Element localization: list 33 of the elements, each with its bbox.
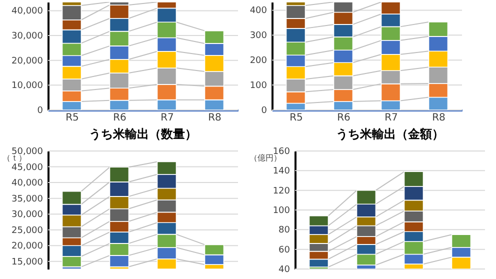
- y-tick-label: 40,000: [12, 178, 44, 189]
- y-tick-label: 300: [250, 31, 268, 42]
- x-tick-label: R8: [432, 112, 446, 124]
- y-tick-label: 0: [37, 106, 44, 116]
- y-tick-label: 15,000: [12, 257, 44, 268]
- x-tick-label: R5: [66, 112, 79, 124]
- y-tick-label: 200: [250, 56, 268, 66]
- x-tick-label: R5: [290, 112, 303, 124]
- y-tick-label: 30,000: [12, 210, 44, 220]
- chart-title: うち米輸出（金額）: [336, 127, 444, 141]
- y-tick-label: 120: [272, 186, 290, 196]
- y-tick-label: 10,000: [12, 81, 44, 92]
- x-tick-label: R6: [113, 112, 126, 124]
- y-tick-label: 20,000: [12, 56, 44, 66]
- chart-title: うち米輸出（数量）: [89, 127, 197, 141]
- y-tick-label: 100: [250, 81, 268, 92]
- y-tick-label: 45,000: [12, 162, 44, 173]
- x-tick-label: R7: [384, 112, 398, 124]
- y-tick-label: 20,000: [12, 242, 44, 252]
- y-tick-label: 0: [261, 106, 268, 116]
- y-tick-label: 40,000: [12, 6, 44, 17]
- x-tick-label: R8: [208, 112, 222, 124]
- y-tick-label: 400: [250, 6, 268, 16]
- y-tick-label: 80: [278, 226, 290, 236]
- y-tick-label: 60: [278, 245, 290, 256]
- x-tick-label: R7: [160, 112, 174, 124]
- y-tick-label: 25,000: [12, 226, 44, 236]
- y-tick-label: 30,000: [12, 32, 44, 42]
- y-tick-label: 100: [272, 206, 290, 216]
- x-tick-label: R6: [337, 112, 350, 124]
- y-tick-label: 140: [272, 166, 290, 177]
- y-tick-label: 40: [278, 265, 290, 275]
- y-tick-label: 35,000: [12, 194, 44, 204]
